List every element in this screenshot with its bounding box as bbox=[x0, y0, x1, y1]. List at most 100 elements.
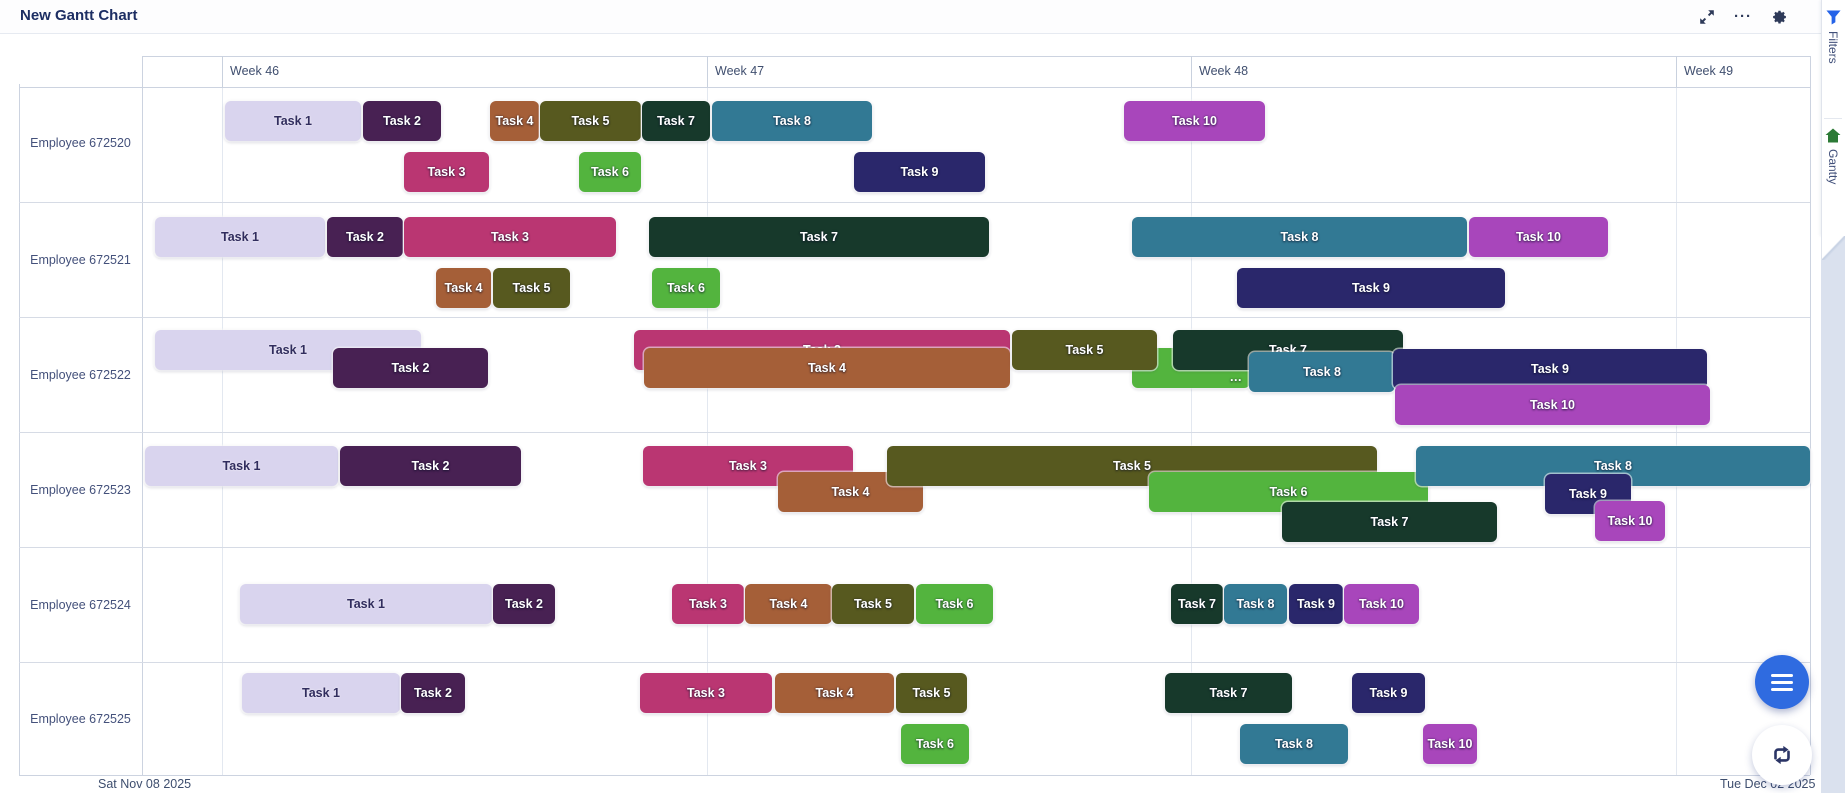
week-tick bbox=[222, 56, 223, 87]
table-left-border bbox=[19, 84, 20, 775]
fab-menu-button[interactable] bbox=[1755, 655, 1809, 709]
tab-filters-label: Filters bbox=[1826, 31, 1840, 64]
swap-arrows-icon bbox=[1774, 745, 1790, 765]
task-bar-task-3[interactable]: Task 3 bbox=[672, 584, 744, 624]
task-bar-task-6[interactable]: Task 6 bbox=[579, 152, 641, 192]
row-border bbox=[19, 317, 1810, 318]
task-bar-task-9[interactable]: Task 9 bbox=[854, 152, 985, 192]
fab-swap-button[interactable] bbox=[1752, 725, 1812, 785]
table-right-border bbox=[1810, 56, 1811, 775]
task-bar-task-5[interactable]: Task 5 bbox=[832, 584, 914, 624]
row-border bbox=[19, 202, 1810, 203]
right-side-panel: Filters Gantty bbox=[1821, 0, 1845, 793]
task-bar-task-3[interactable]: Task 3 bbox=[404, 217, 616, 257]
week-header-2: Week 48 bbox=[1199, 64, 1249, 78]
task-bar-task-9[interactable]: Task 9 bbox=[1393, 349, 1707, 389]
task-bar-task-2[interactable]: Task 2 bbox=[333, 348, 488, 388]
task-bar-task-8[interactable]: Task 8 bbox=[1249, 352, 1395, 392]
week-header-0: Week 46 bbox=[230, 64, 280, 78]
task-bar-task-7[interactable]: Task 7 bbox=[649, 217, 989, 257]
header-top-border bbox=[142, 56, 1810, 57]
task-bar-task-1[interactable]: Task 1 bbox=[225, 101, 361, 141]
task-bar-task-3[interactable]: Task 3 bbox=[404, 152, 489, 192]
task-bar-task-6[interactable]: Task 6 bbox=[901, 724, 969, 764]
row-label-employee-4: Employee 672524 bbox=[30, 597, 131, 612]
tab-gantty[interactable]: Gantty bbox=[1821, 128, 1845, 184]
hamburger-icon bbox=[1771, 673, 1793, 691]
filter-icon bbox=[1825, 10, 1841, 25]
week-header-1: Week 47 bbox=[715, 64, 765, 78]
task-bar-task-5[interactable]: Task 5 bbox=[540, 101, 641, 141]
task-bar-task-9[interactable]: Task 9 bbox=[1289, 584, 1343, 624]
row-label-employee-0: Employee 672520 bbox=[30, 136, 131, 150]
row-label-employee-5: Employee 672525 bbox=[30, 711, 131, 726]
task-bar-task-7[interactable]: Task 7 bbox=[1171, 584, 1223, 624]
task-bar-task-2[interactable]: Task 2 bbox=[363, 101, 441, 141]
week-gridline bbox=[1676, 87, 1677, 775]
expand-icon[interactable] bbox=[1696, 6, 1718, 28]
task-bar-task-1[interactable]: Task 1 bbox=[240, 584, 492, 624]
task-bar-task-4[interactable]: Task 4 bbox=[775, 673, 894, 713]
task-bar-task-2[interactable]: Task 2 bbox=[493, 584, 555, 624]
timeline-start-date: Sat Nov 08 2025 bbox=[98, 777, 192, 791]
task-bar-task-2[interactable]: Task 2 bbox=[401, 673, 465, 713]
row-label-employee-1: Employee 672521 bbox=[30, 252, 131, 267]
task-bar-task-6[interactable]: Task 6 bbox=[652, 268, 720, 308]
task-bar-task-10[interactable]: Task 10 bbox=[1344, 584, 1419, 624]
task-bar-task-10[interactable]: Task 10 bbox=[1124, 101, 1265, 141]
task-bar-task-9[interactable]: Task 9 bbox=[1352, 673, 1425, 713]
week-gridline bbox=[222, 87, 223, 775]
task-bar-task-7[interactable]: Task 7 bbox=[1165, 673, 1292, 713]
home-icon bbox=[1825, 128, 1841, 143]
week-gridline bbox=[707, 87, 708, 775]
task-bar-task-4[interactable]: Task 4 bbox=[436, 268, 491, 308]
week-tick bbox=[1191, 56, 1192, 87]
row-label-employee-3: Employee 672523 bbox=[30, 482, 131, 497]
tab-gantty-label: Gantty bbox=[1826, 149, 1840, 185]
task-bar-task-4[interactable]: Task 4 bbox=[745, 584, 832, 624]
task-bar-task-2[interactable]: Task 2 bbox=[340, 446, 521, 486]
toolbar: ··· bbox=[1696, 4, 1790, 30]
task-bar-task-8[interactable]: Task 8 bbox=[712, 101, 872, 141]
week-gridline bbox=[1191, 87, 1192, 775]
task-bar-task-5[interactable]: Task 5 bbox=[896, 673, 967, 713]
settings-gear-icon[interactable] bbox=[1768, 6, 1790, 28]
page-title: New Gantt Chart bbox=[20, 7, 138, 24]
task-bar-task-10[interactable]: Task 10 bbox=[1595, 501, 1665, 541]
table-bottom-border bbox=[19, 775, 1810, 776]
task-bar-task-2[interactable]: Task 2 bbox=[327, 217, 403, 257]
task-bar-task-10[interactable]: Task 10 bbox=[1423, 724, 1477, 764]
task-bar-task-8[interactable]: Task 8 bbox=[1224, 584, 1287, 624]
row-border bbox=[19, 547, 1810, 548]
week-tick bbox=[1676, 56, 1677, 87]
task-bar-task-10[interactable]: Task 10 bbox=[1395, 385, 1710, 425]
title-bar: New Gantt Chart ··· bbox=[0, 0, 1845, 34]
task-bar-task-9[interactable]: Task 9 bbox=[1237, 268, 1505, 308]
task-bar-task-5[interactable]: Task 5 bbox=[1012, 330, 1157, 370]
week-header-3: Week 49 bbox=[1684, 64, 1734, 78]
task-bar-task-6[interactable]: Task 6 bbox=[916, 584, 993, 624]
task-bar-task-3[interactable]: Task 3 bbox=[640, 673, 772, 713]
row-border bbox=[19, 662, 1810, 663]
header-bottom-border bbox=[19, 87, 1810, 88]
task-bar-task-5[interactable]: Task 5 bbox=[493, 268, 570, 308]
week-tick bbox=[707, 56, 708, 87]
panel-fold-corner bbox=[1821, 236, 1845, 260]
row-border bbox=[19, 432, 1810, 433]
more-icon[interactable]: ··· bbox=[1734, 8, 1752, 25]
tab-divider bbox=[1824, 118, 1842, 119]
task-bar-task-8[interactable]: Task 8 bbox=[1132, 217, 1467, 257]
task-bar-task-7[interactable]: Task 7 bbox=[1282, 502, 1497, 542]
task-bar-task-7[interactable]: Task 7 bbox=[642, 101, 710, 141]
task-bar-task-4[interactable]: Task 4 bbox=[490, 101, 539, 141]
task-bar-task-1[interactable]: Task 1 bbox=[145, 446, 338, 486]
side-panel-background bbox=[1821, 260, 1845, 793]
task-bar-task-8[interactable]: Task 8 bbox=[1240, 724, 1348, 764]
task-bar-task-4[interactable]: Task 4 bbox=[644, 348, 1010, 388]
task-bar-task-10[interactable]: Task 10 bbox=[1469, 217, 1608, 257]
task-bar-task-1[interactable]: Task 1 bbox=[155, 217, 325, 257]
tab-filters[interactable]: Filters bbox=[1821, 10, 1845, 64]
task-bar-task-1[interactable]: Task 1 bbox=[242, 673, 400, 713]
row-label-employee-2: Employee 672522 bbox=[30, 367, 131, 382]
